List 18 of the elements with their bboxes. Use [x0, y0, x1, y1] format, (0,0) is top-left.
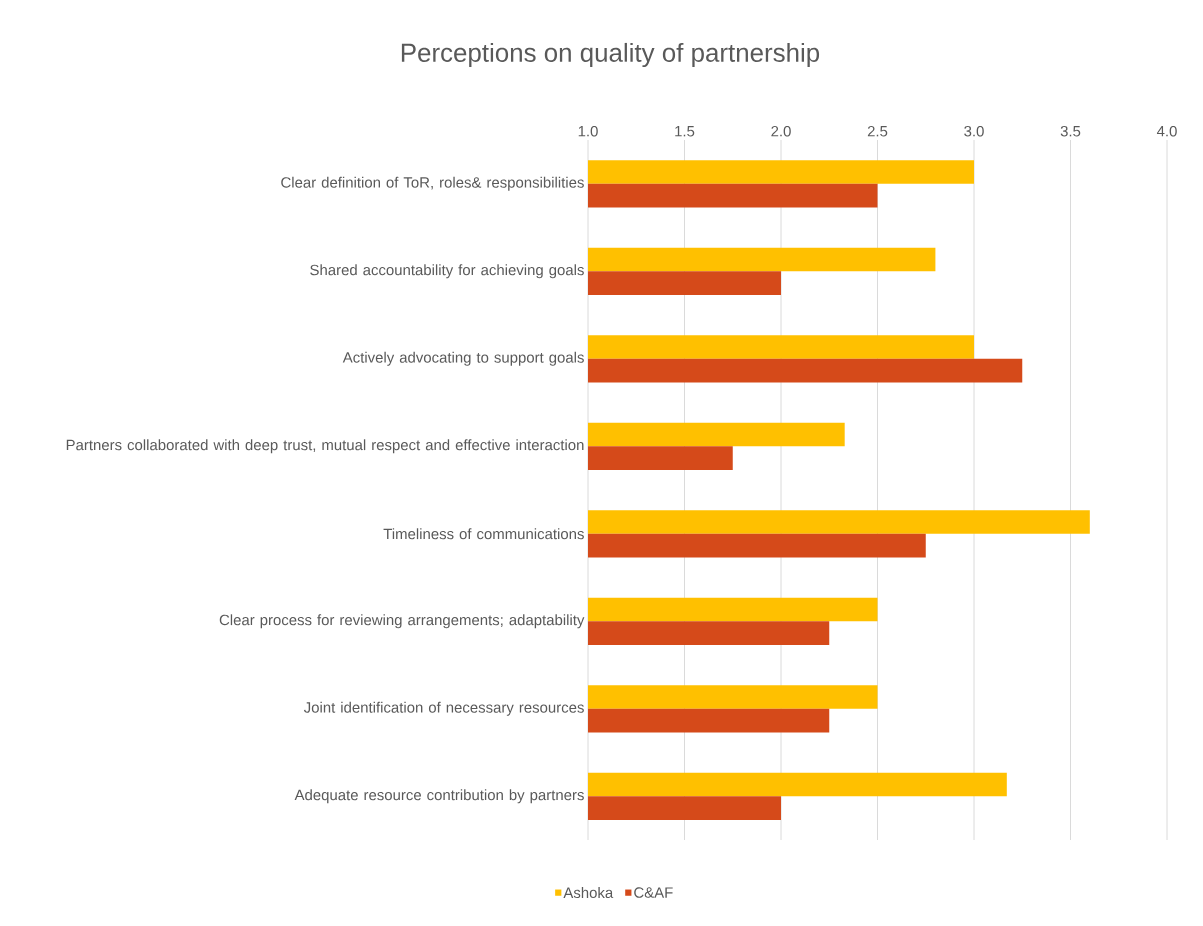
y-tick-label: Clear process for reviewing arrangements; adaptability: [219, 614, 585, 629]
y-tick-label: Actively advocating to support goals: [342, 351, 584, 366]
x-tick-label: 3.0: [964, 125, 984, 137]
y-tick-label: Timeliness of communications: [383, 528, 584, 540]
y-tick-label: Partners collaborated with deep trust, mutual respect and effective interaction: [66, 439, 584, 454]
x-tick-label: 1.5: [675, 126, 695, 137]
legend-label: C&AF: [634, 887, 673, 898]
chart-title: Perceptions on quality of partnership: [401, 42, 820, 68]
y-tick-label: Adequate resource contribution by partners: [294, 789, 584, 804]
x-tick-label: 2.5: [867, 125, 888, 137]
x-tick-label: 4.0: [1156, 125, 1177, 137]
legend-label: Ashoka: [563, 887, 614, 899]
y-tick-label: Shared accountability for achieving goals: [310, 264, 584, 279]
x-tick-label: 3.5: [1060, 125, 1081, 137]
y-tick-label: Clear definition of ToR, roles& responsibilities: [281, 176, 584, 191]
x-tick-label: 1.0: [578, 125, 598, 137]
x-tick-label: 2.0: [771, 125, 791, 137]
y-tick-label: Joint identification of necessary resources: [303, 701, 584, 716]
